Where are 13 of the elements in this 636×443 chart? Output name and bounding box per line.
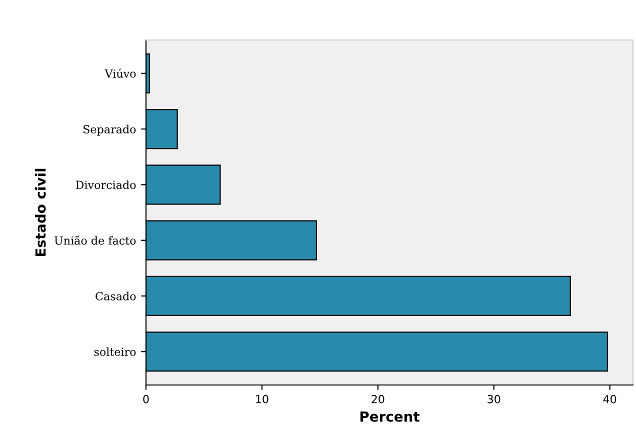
y-tick-label: solteiro: [94, 347, 136, 356]
y-tick-label: Viúvo: [104, 68, 136, 78]
y-tick-label: Casado: [96, 292, 136, 300]
x-axis-title: Percent: [360, 411, 420, 422]
x-tick-label: 0: [143, 394, 149, 404]
x-tick-label: 40: [603, 394, 616, 404]
y-tick-label: Separado: [84, 124, 136, 136]
y-tick-label: Divorciado: [76, 180, 136, 190]
x-tick-label: 10: [256, 394, 268, 404]
x-tick-label: 30: [488, 394, 500, 404]
y-axis-title: Estado civil: [35, 168, 46, 256]
x-tick-label: 20: [372, 394, 384, 404]
y-tick-label: União de facto: [54, 236, 136, 245]
